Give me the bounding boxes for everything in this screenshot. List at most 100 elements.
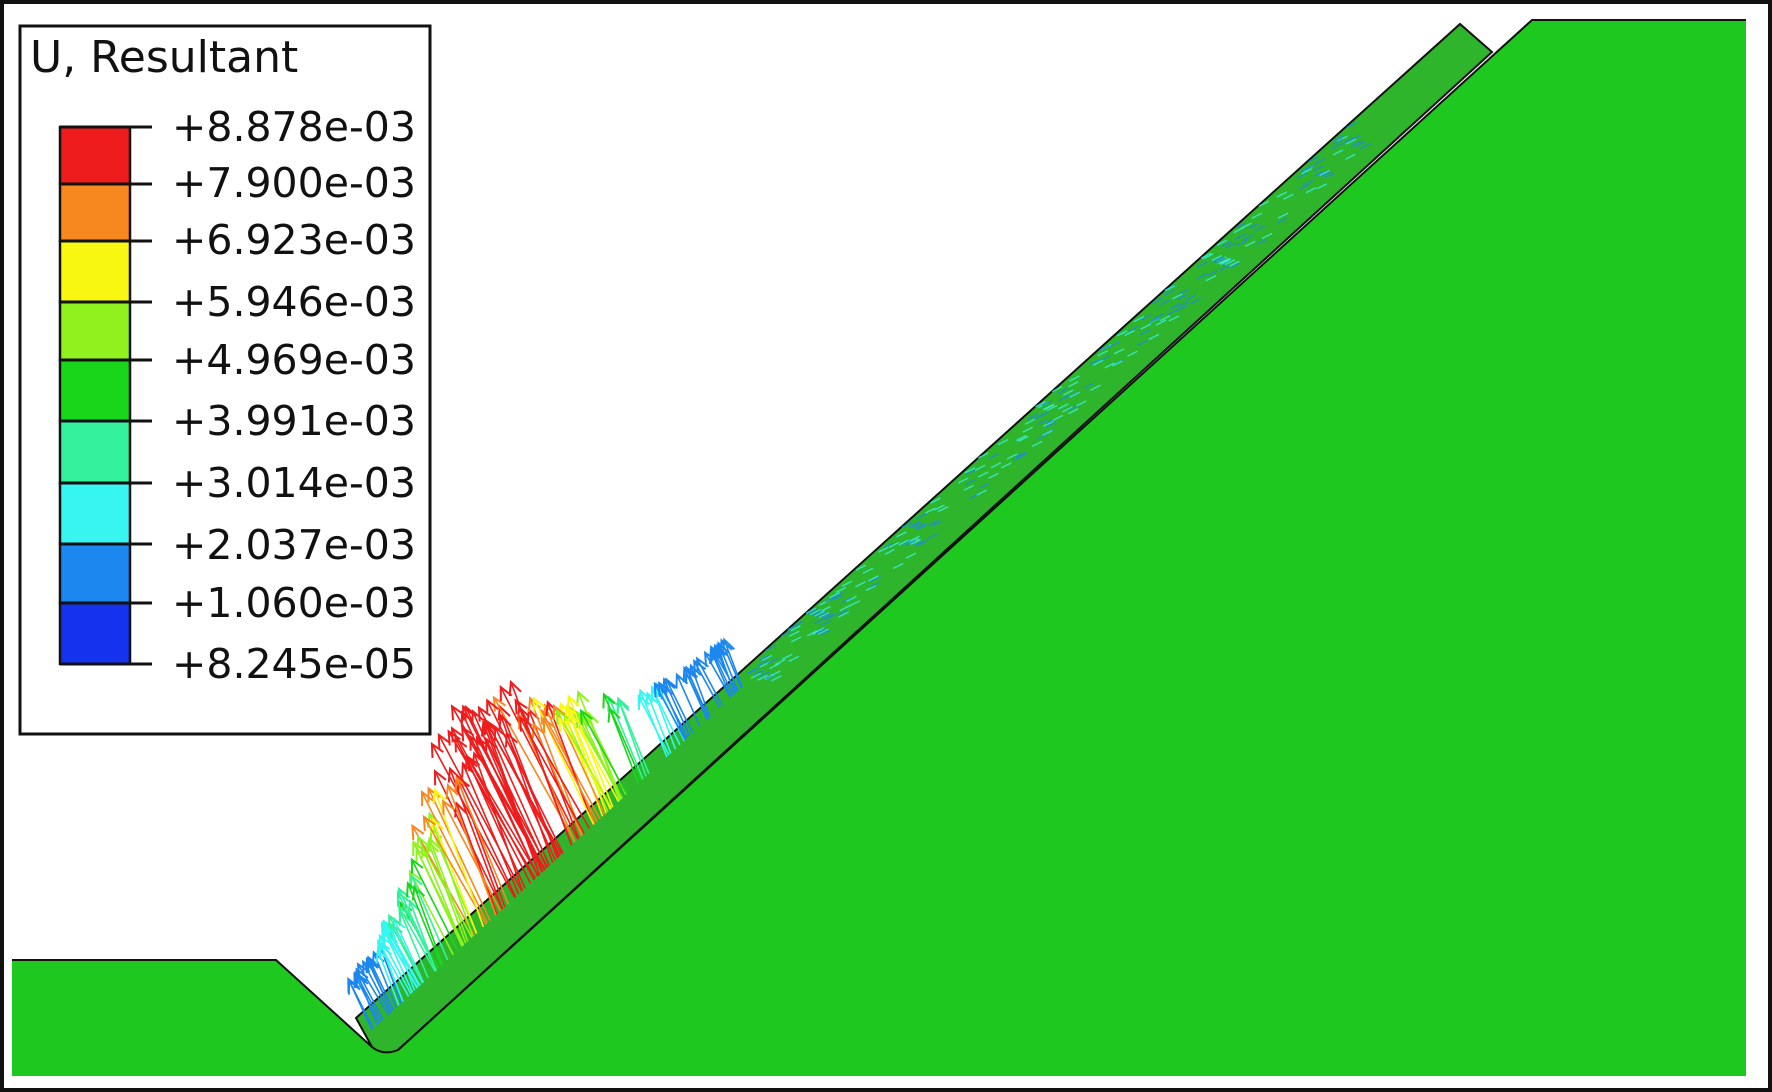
- displacement-arrow: [413, 886, 444, 966]
- displacement-arrow-head: [408, 869, 422, 886]
- displacement-arrow: [467, 756, 540, 877]
- layer-vector: [1229, 260, 1240, 267]
- layer-vector: [1218, 258, 1229, 265]
- layer-vector: [815, 627, 827, 635]
- layer-vector: [1178, 288, 1190, 295]
- displacement-arrow-head: [445, 783, 459, 800]
- displacement-arrow: [409, 871, 455, 956]
- layer-vector: [914, 523, 926, 530]
- displacement-arrow: [457, 777, 517, 898]
- layer-vector: [1241, 222, 1252, 229]
- layer-vector: [1057, 387, 1069, 395]
- layer-vector: [901, 521, 913, 528]
- displacement-arrow: [357, 963, 389, 1016]
- layer-vector: [1332, 149, 1344, 156]
- layer-vector: [900, 539, 911, 546]
- displacement-arrow-head: [508, 679, 522, 697]
- layer-vector: [1324, 172, 1335, 179]
- displacement-arrow: [486, 700, 564, 854]
- layer-vector: [1140, 323, 1152, 330]
- displacement-arrow: [529, 698, 584, 836]
- layer-vector: [1301, 168, 1313, 175]
- layer-vector: [964, 467, 976, 474]
- layer-vector: [865, 584, 877, 592]
- displacement-arrow: [618, 700, 647, 777]
- displacement-arrow: [449, 768, 504, 910]
- layer-vector: [1067, 381, 1079, 388]
- legend-title: U, Resultant: [30, 32, 298, 83]
- legend-value-3: +6.923e-03: [172, 216, 416, 264]
- layer-vector: [877, 546, 889, 553]
- displacement-arrow: [390, 927, 416, 991]
- displacement-arrow-head: [380, 922, 394, 939]
- layer-vector: [1316, 183, 1328, 190]
- layer-vector: [1220, 258, 1231, 266]
- layer-vector: [815, 610, 827, 618]
- layer-vector: [1261, 232, 1273, 240]
- displacement-arrow-head: [406, 881, 419, 898]
- layer-vector: [1251, 212, 1263, 219]
- displacement-arrow-head: [709, 647, 722, 665]
- layer-vector: [1137, 339, 1149, 346]
- legend-value-6: +3.991e-03: [172, 397, 416, 445]
- layer-vector: [908, 521, 920, 528]
- layer-vector: [1218, 264, 1230, 272]
- displacement-arrow: [685, 667, 710, 719]
- displacement-arrow: [421, 791, 489, 924]
- layer-vector: [1139, 328, 1151, 336]
- displacement-arrow-head: [540, 708, 554, 725]
- displacement-arrow-head: [430, 817, 444, 834]
- displacement-arrow-head: [566, 694, 580, 711]
- layer-vector: [1098, 344, 1110, 352]
- layer-vector: [963, 484, 975, 492]
- layer-vector: [1216, 239, 1228, 246]
- layer-vector: [793, 620, 805, 627]
- layer-vector: [1197, 272, 1209, 280]
- layer-vector: [1225, 242, 1236, 249]
- displacement-arrow: [494, 726, 557, 861]
- displacement-arrow-head: [675, 672, 689, 689]
- layer-vector: [1113, 348, 1125, 355]
- layer-vector: [1190, 297, 1201, 305]
- layer-vector: [1296, 172, 1308, 179]
- layer-vector: [1276, 191, 1288, 198]
- displacement-arrow-head: [486, 698, 499, 715]
- layer-vector: [1305, 163, 1317, 171]
- layer-vector: [836, 609, 848, 617]
- displacement-arrow-head: [410, 857, 424, 874]
- displacement-arrow: [367, 957, 395, 1011]
- layer-vector: [1202, 253, 1214, 260]
- legend-value-10: +8.245e-05: [172, 640, 416, 688]
- displacement-arrow: [451, 705, 546, 870]
- displacement-arrow: [646, 693, 672, 754]
- displacement-arrow: [462, 763, 520, 895]
- layer-vector: [1027, 413, 1038, 420]
- legend-value-9: +1.060e-03: [172, 579, 416, 627]
- layer-vector: [757, 660, 769, 667]
- layer-vector: [884, 548, 896, 556]
- displacement-arrow: [587, 712, 621, 802]
- displacement-arrow-head: [576, 689, 590, 707]
- displacement-arrow: [438, 734, 523, 892]
- layer-vector: [1124, 329, 1135, 337]
- layer-vector: [1112, 360, 1123, 367]
- layer-vector: [1158, 299, 1170, 306]
- layer-vector: [868, 575, 879, 582]
- displacement-arrow: [637, 695, 670, 756]
- layer-vector: [1360, 143, 1371, 150]
- layer-vector: [819, 629, 831, 636]
- layer-vector: [1277, 212, 1289, 219]
- displacement-arrow: [398, 907, 436, 972]
- legend-band-2: [58, 182, 132, 243]
- layer-vector: [813, 617, 825, 625]
- displacement-arrow-head: [454, 736, 468, 753]
- displacement-arrow: [390, 923, 424, 984]
- layer-vector: [909, 535, 920, 542]
- layer-vector: [1099, 355, 1111, 362]
- displacement-arrow: [651, 686, 681, 746]
- layer-vector: [1083, 382, 1095, 389]
- displacement-arrow-head: [475, 735, 489, 752]
- layer-vector: [1034, 401, 1046, 408]
- layer-vector: [1319, 169, 1330, 177]
- layer-vector: [1176, 305, 1187, 312]
